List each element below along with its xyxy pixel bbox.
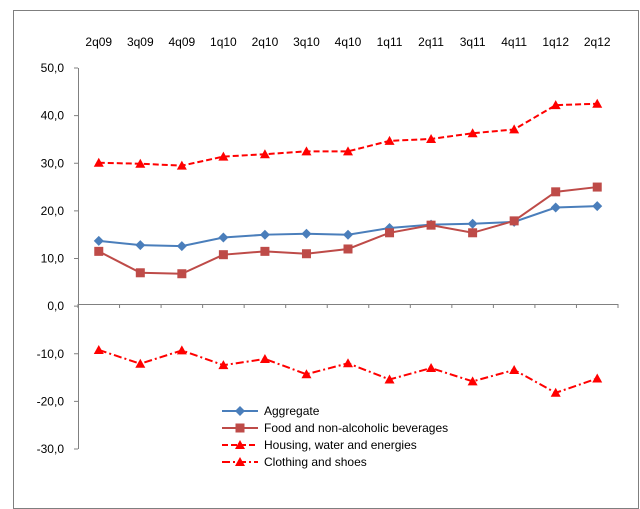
y-tick-label: 40,0	[41, 109, 65, 123]
data-point	[259, 229, 270, 240]
y-tick-label: 20,0	[41, 204, 65, 218]
legend-marker	[235, 457, 245, 466]
data-point	[135, 240, 146, 251]
data-point	[301, 146, 312, 156]
data-point	[550, 100, 561, 110]
data-point	[509, 364, 520, 374]
legend-label: Food and non-alcoholic beverages	[264, 421, 448, 435]
x-tick-label: 2q11	[418, 35, 444, 49]
data-point	[343, 358, 353, 368]
data-point	[259, 353, 270, 363]
series-1	[94, 182, 602, 279]
legend-label: Housing, water and energies	[264, 438, 417, 452]
data-point	[592, 98, 603, 108]
data-point	[467, 218, 478, 229]
data-point	[467, 376, 478, 386]
y-tick-label: -20,0	[37, 394, 65, 408]
data-point	[93, 344, 104, 354]
series-3	[93, 344, 603, 397]
data-point	[426, 133, 437, 143]
y-axis-ticks: 50,0 40,0 30,0 20,0 10,0 0,0 -10,0 -20,0 -30,0	[37, 61, 78, 456]
data-point	[426, 220, 436, 230]
x-tick-label: 2q12	[584, 35, 611, 49]
data-point	[176, 345, 187, 355]
data-point	[592, 182, 602, 192]
y-tick-label: 10,0	[41, 252, 65, 266]
legend-marker	[235, 406, 245, 416]
legend-label: Aggregate	[264, 404, 320, 418]
y-tick-label: -10,0	[37, 347, 65, 361]
data-point	[343, 229, 353, 240]
y-tick-label: 30,0	[41, 156, 65, 170]
data-point	[218, 151, 229, 161]
data-point	[384, 374, 395, 384]
x-tick-label: 1q10	[210, 35, 237, 49]
x-tick-label: 2q09	[85, 35, 112, 49]
data-point	[218, 250, 228, 260]
data-point	[343, 244, 353, 254]
x-tick-label: 4q10	[335, 35, 362, 49]
data-point	[509, 216, 519, 226]
series-2	[93, 98, 603, 170]
data-point	[551, 187, 561, 197]
x-tick-label: 1q12	[542, 35, 569, 49]
data-point	[135, 158, 146, 168]
data-point	[93, 157, 104, 167]
legend: Aggregate Food and non-alcoholic beverage…	[222, 404, 448, 469]
x-tick-label: 2q10	[252, 35, 279, 49]
data-point	[176, 241, 187, 252]
y-tick-label: 50,0	[41, 61, 65, 75]
data-point	[592, 201, 603, 212]
x-tick-label: 1q11	[377, 35, 403, 49]
data-point	[426, 363, 437, 373]
data-point	[550, 202, 561, 213]
x-tick-label: 3q09	[127, 35, 154, 49]
data-point	[467, 128, 478, 138]
legend-item: Housing, water and energies	[222, 438, 417, 452]
data-point	[301, 249, 311, 259]
y-tick-label: 0,0	[47, 299, 64, 313]
legend-item: Aggregate	[222, 404, 320, 418]
data-point	[550, 387, 561, 397]
data-point	[301, 369, 312, 379]
data-point	[218, 232, 229, 243]
x-tick-label: 4q11	[501, 35, 527, 49]
data-point	[343, 146, 353, 156]
legend-item: Clothing and shoes	[222, 455, 367, 469]
data-point	[135, 268, 145, 278]
data-point	[260, 246, 270, 256]
legend-item: Food and non-alcoholic beverages	[222, 421, 448, 435]
x-tick-label: 3q11	[460, 35, 486, 49]
x-tick-label: 4q09	[168, 35, 195, 49]
data-point	[509, 124, 520, 134]
data-point	[384, 135, 395, 145]
data-point	[259, 149, 270, 159]
data-point	[94, 246, 104, 256]
data-point	[218, 360, 229, 370]
data-point	[468, 228, 478, 238]
series-group	[93, 98, 603, 397]
data-point	[301, 228, 312, 239]
legend-label: Clothing and shoes	[264, 455, 367, 469]
x-tick-label: 3q10	[293, 35, 320, 49]
data-point	[177, 269, 187, 279]
chart-border	[13, 10, 639, 509]
data-point	[176, 160, 187, 170]
legend-marker	[235, 440, 245, 449]
data-point	[385, 228, 395, 238]
data-point	[93, 235, 104, 246]
data-point	[592, 373, 603, 383]
x-axis-ticks: 2q09 3q09 4q09 1q10 2q10 3q10 4q10 1q11 2q11 3q11…	[77, 35, 619, 308]
legend-marker	[235, 423, 245, 433]
data-point	[135, 358, 146, 368]
y-tick-label: -30,0	[37, 442, 65, 456]
